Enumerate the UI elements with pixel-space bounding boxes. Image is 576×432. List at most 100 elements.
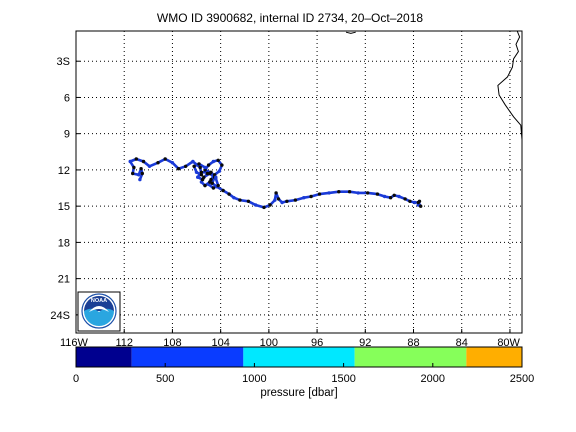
profile-position-marker xyxy=(205,171,210,176)
profile-position-marker xyxy=(196,175,200,179)
colorbar-tick-label: 1000 xyxy=(242,373,266,385)
logo-gull xyxy=(89,306,109,312)
profile-position-marker xyxy=(337,190,341,194)
lon-tick-label: 108 xyxy=(163,337,181,349)
profile-position-marker xyxy=(366,191,370,195)
profile-position-marker xyxy=(199,173,204,177)
colorbar-band xyxy=(76,347,132,367)
colorbar-band xyxy=(243,347,355,367)
map-background xyxy=(76,31,522,333)
colorbar-label: pressure [dbar] xyxy=(260,387,337,399)
coastline xyxy=(345,30,523,140)
colorbar-bands xyxy=(76,347,522,367)
profile-position-marker xyxy=(203,165,207,170)
lon-tick-label: 92 xyxy=(359,337,371,349)
profile-position-marker xyxy=(382,194,387,199)
profile-position-marker xyxy=(347,190,352,194)
pressure-colorbar: 0 500 1000 1500 2000 2500 pressure [dbar] xyxy=(73,346,534,399)
lat-tick-label: 6 xyxy=(64,92,70,104)
profile-position-marker xyxy=(198,165,202,170)
lon-tick-label: 80W xyxy=(497,337,520,349)
profile-position-marker xyxy=(156,161,160,165)
profile-position-marker xyxy=(176,167,181,171)
profile-position-marker xyxy=(134,157,138,161)
profile-position-marker xyxy=(408,199,412,203)
longitude-tick-labels: 116W 112 108 104 100 96 92 88 84 80W xyxy=(60,337,521,349)
profile-position-marker xyxy=(203,183,207,188)
colorbar-ticks: 0 500 1000 1500 2000 2500 xyxy=(73,363,534,385)
colorbar-frame xyxy=(75,346,523,368)
profile-position-marker xyxy=(253,203,258,207)
lon-tick-label: 96 xyxy=(311,337,323,349)
lat-tick-label: 12 xyxy=(58,165,70,177)
profile-position-marker xyxy=(199,170,204,174)
lon-tick-label: 112 xyxy=(115,337,133,349)
galapagos-island-outline xyxy=(345,31,356,34)
profile-position-marker xyxy=(262,205,266,210)
colorbar-tick-label: 0 xyxy=(73,373,79,385)
lat-tick-label: 3S xyxy=(57,56,70,68)
profile-position-marker xyxy=(147,164,152,168)
profile-position-marker xyxy=(170,161,175,165)
colorbar-band xyxy=(131,347,244,367)
colorbar-tick-label: 1500 xyxy=(331,373,355,385)
profile-position-marker xyxy=(206,163,211,167)
float-trajectory xyxy=(128,157,423,210)
profile-position-marker xyxy=(138,177,142,182)
profile-position-marker xyxy=(139,167,143,171)
profile-position-marker xyxy=(197,162,201,166)
profile-position-marker xyxy=(246,199,251,203)
lon-tick-label: 84 xyxy=(456,337,468,349)
latitude-tick-labels: 3S 6 9 12 15 18 21 24S xyxy=(50,56,70,322)
profile-position-marker xyxy=(141,159,146,164)
profile-position-marker xyxy=(293,198,298,202)
profile-position-marker xyxy=(419,204,423,208)
profile-position-marker xyxy=(217,169,222,173)
profile-position-marker xyxy=(280,200,284,205)
lon-tick-label: 116W xyxy=(60,337,89,349)
profile-position-marker xyxy=(317,192,322,196)
profile-position-marker xyxy=(375,192,380,196)
lat-tick-label: 9 xyxy=(64,129,70,141)
profile-position-marker xyxy=(273,198,277,202)
lon-tick-label: 100 xyxy=(260,337,278,349)
profile-position-marker xyxy=(214,175,218,179)
profile-position-marker xyxy=(392,193,396,197)
profile-position-marker xyxy=(211,186,216,190)
profile-position-marker xyxy=(137,173,141,177)
profile-position-marker xyxy=(216,183,220,188)
profile-position-marker xyxy=(285,199,289,203)
lon-tick-label: 104 xyxy=(211,337,229,349)
profile-position-marker xyxy=(184,164,188,168)
profile-position-marker xyxy=(221,188,225,193)
profile-position-marker xyxy=(131,171,135,176)
profile-position-marker xyxy=(191,159,195,164)
profile-position-marker xyxy=(268,203,272,207)
colorbar-band xyxy=(466,347,522,367)
map-panel: NOAA xyxy=(75,30,523,334)
profile-position-marker xyxy=(211,159,216,164)
profile-position-marker xyxy=(220,163,224,167)
profile-position-marker xyxy=(194,170,199,174)
profile-position-marker xyxy=(163,157,167,161)
profile-position-marker xyxy=(128,159,132,164)
profile-position-marker xyxy=(208,180,212,184)
logo-sky xyxy=(84,296,114,311)
colorbar-band xyxy=(354,347,467,367)
profile-position-marker xyxy=(416,200,420,205)
profile-position-marker xyxy=(200,177,205,182)
profile-position-marker xyxy=(140,171,144,176)
profile-position-marker xyxy=(232,196,236,200)
colorbar-tick-label: 500 xyxy=(156,373,174,385)
south-america-coastline xyxy=(497,30,523,140)
colorbar-tick-label: 2500 xyxy=(510,373,534,385)
profile-position-marker xyxy=(413,200,417,205)
lat-tick-label: 24S xyxy=(50,310,70,322)
map-frame xyxy=(75,30,523,334)
lat-tick-label: 18 xyxy=(58,237,70,249)
profile-position-marker xyxy=(203,168,207,172)
logo-text: NOAA xyxy=(91,298,107,304)
lat-tick-label: 21 xyxy=(58,274,70,286)
profile-position-marker xyxy=(238,198,242,202)
